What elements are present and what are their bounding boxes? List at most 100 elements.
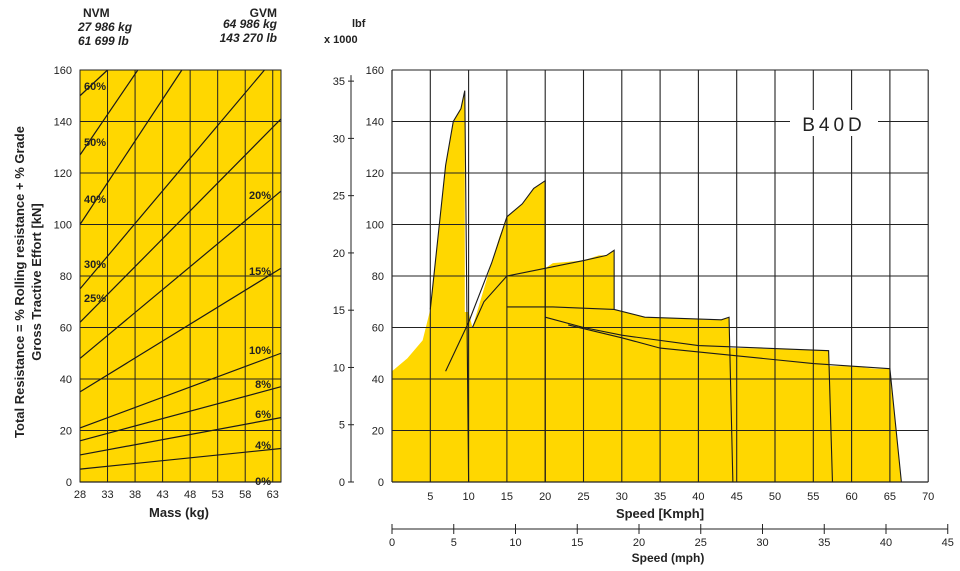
speed-kmph-tick: 50 [769, 491, 781, 503]
grade-line-25pct [79, 118, 282, 323]
left-x-tick-labels: 28 33 38 43 48 53 58 63 [74, 489, 279, 501]
grade-label-25pct: 25% [84, 293, 106, 305]
gear-6 [568, 324, 902, 483]
tractive-envelope [392, 90, 902, 482]
speed-kmph-tick: 70 [922, 491, 934, 503]
left-y-tick: 80 [60, 271, 72, 283]
grade-line-20pct [79, 190, 282, 359]
kn-tick-labels: 0 20 40 60 80 100 120 140 160 [366, 65, 384, 489]
grade-line-15pct [79, 267, 282, 393]
gear-3 [471, 249, 615, 328]
mph-tick: 0 [389, 537, 395, 549]
lbf-tick: 5 [339, 420, 345, 432]
speed-kmph-tick: 35 [654, 491, 666, 503]
tractive-effort-chart: 5 10 15 20 25 30 35 40 45 50 55 60 65 70 020406080100… [333, 65, 954, 565]
grade-label-30pct: 30% [84, 259, 106, 271]
gear-4 [506, 306, 734, 483]
lbf-tick: 30 [333, 133, 345, 145]
lbf-tick: 15 [333, 305, 345, 317]
grade-line-60pct [79, 69, 108, 97]
left-x-tick: 48 [184, 489, 196, 501]
speed-kmph-tick: 40 [692, 491, 704, 503]
mph-tick: 25 [695, 537, 707, 549]
left-x-tick: 28 [74, 489, 86, 501]
lbf-tick: 20 [333, 248, 345, 260]
left-y-axis-label-line2: Gross Tractive Effort [kN] [29, 203, 44, 361]
kn-tick: 0 [378, 477, 384, 489]
lbf-tick: 0 [339, 477, 345, 489]
grade-label-10pct: 10% [249, 345, 271, 357]
title-background [790, 110, 878, 136]
left-chart-frame [79, 69, 282, 483]
chart-title: B40D [802, 115, 866, 136]
lbf-tick-labels: 0 5 10 15 20 25 30 35 [333, 76, 354, 489]
gear-2 [445, 179, 546, 482]
mph-axis: 0 5 10 15 20 25 30 35 40 45 [389, 524, 954, 549]
gear-curves [429, 90, 902, 483]
mph-tick: 15 [571, 537, 583, 549]
left-y-tick: 20 [60, 426, 72, 438]
speed-kmph-tick: 65 [884, 491, 896, 503]
lbf-tick: 35 [333, 76, 345, 88]
left-y-tick: 120 [54, 168, 72, 180]
gear-1 [429, 90, 470, 483]
left-y-tick-labels: 0 20 40 60 80 100 120 140 160 [54, 65, 72, 489]
left-x-axis-label: Mass (kg) [149, 505, 209, 520]
mph-tick: 10 [509, 537, 521, 549]
gear-5 [545, 316, 833, 483]
speed-kmph-tick: 30 [616, 491, 628, 503]
lbf-tick: 10 [333, 362, 345, 374]
left-y-tick: 40 [60, 374, 72, 386]
mph-tick: 30 [756, 537, 768, 549]
left-x-tick: 63 [267, 489, 279, 501]
speed-kmph-tick: 15 [501, 491, 513, 503]
left-x-tick: 33 [101, 489, 113, 501]
grade-line-10pct [79, 352, 282, 429]
rimpull-grade-chart: 28 33 38 43 48 53 58 63 0 20 40 60 80 100 120 140 160 6… [12, 65, 282, 520]
lbf-label: lbf [352, 18, 366, 30]
grade-line-30pct [79, 69, 265, 290]
kn-tick: 120 [366, 168, 384, 180]
gvm-lb: 143 270 lb [220, 31, 277, 45]
speed-kmph-tick: 55 [807, 491, 819, 503]
tractive-envelope-area [392, 90, 902, 482]
speed-kmph-tick-labels: 5 10 15 20 25 30 35 40 45 50 55 60 65 70 [427, 491, 934, 503]
kn-tick: 80 [372, 271, 384, 283]
kn-tick: 140 [366, 117, 384, 129]
grade-label-0pct: 0% [255, 476, 271, 488]
kn-tick: 60 [372, 323, 384, 335]
mph-tick: 20 [633, 537, 645, 549]
mph-tick: 5 [451, 537, 457, 549]
left-y-tick: 60 [60, 323, 72, 335]
nvm-kg: 27 986 kg [77, 20, 133, 34]
left-y-tick: 160 [54, 65, 72, 77]
grade-label-15pct: 15% [249, 266, 271, 278]
lbf-tick: 25 [333, 191, 345, 203]
speed-kmph-tick: 20 [539, 491, 551, 503]
lbf-scale-label: x 1000 [324, 34, 358, 46]
kn-tick: 100 [366, 220, 384, 232]
grade-line-labels: 60% 50% 40% 30% 25% 20% 15% 10% 8% 6% 4% 0% [84, 81, 271, 488]
speed-kmph-tick: 45 [731, 491, 743, 503]
left-y-tick: 140 [54, 117, 72, 129]
grade-line-40pct [79, 69, 183, 225]
right-x-axis-label: Speed [Kmph] [616, 506, 704, 521]
left-x-tick: 38 [129, 489, 141, 501]
grade-line-4pct [79, 447, 282, 470]
grade-label-40pct: 40% [84, 194, 106, 206]
mph-tick: 40 [880, 537, 892, 549]
mph-tick: 35 [818, 537, 830, 549]
kn-tick: 160 [366, 65, 384, 77]
speed-kmph-tick: 25 [577, 491, 589, 503]
grade-label-6pct: 6% [255, 409, 271, 421]
grade-label-60pct: 60% [84, 81, 106, 93]
grade-label-4pct: 4% [255, 440, 271, 452]
nvm-lb: 61 699 lb [78, 34, 129, 48]
mph-tick: 45 [942, 537, 954, 549]
grade-line-50pct [79, 69, 139, 156]
gvm-kg: 64 986 kg [223, 17, 278, 31]
kn-tick: 20 [372, 426, 384, 438]
speed-kmph-tick: 60 [845, 491, 857, 503]
grade-label-20pct: 20% [249, 190, 271, 202]
